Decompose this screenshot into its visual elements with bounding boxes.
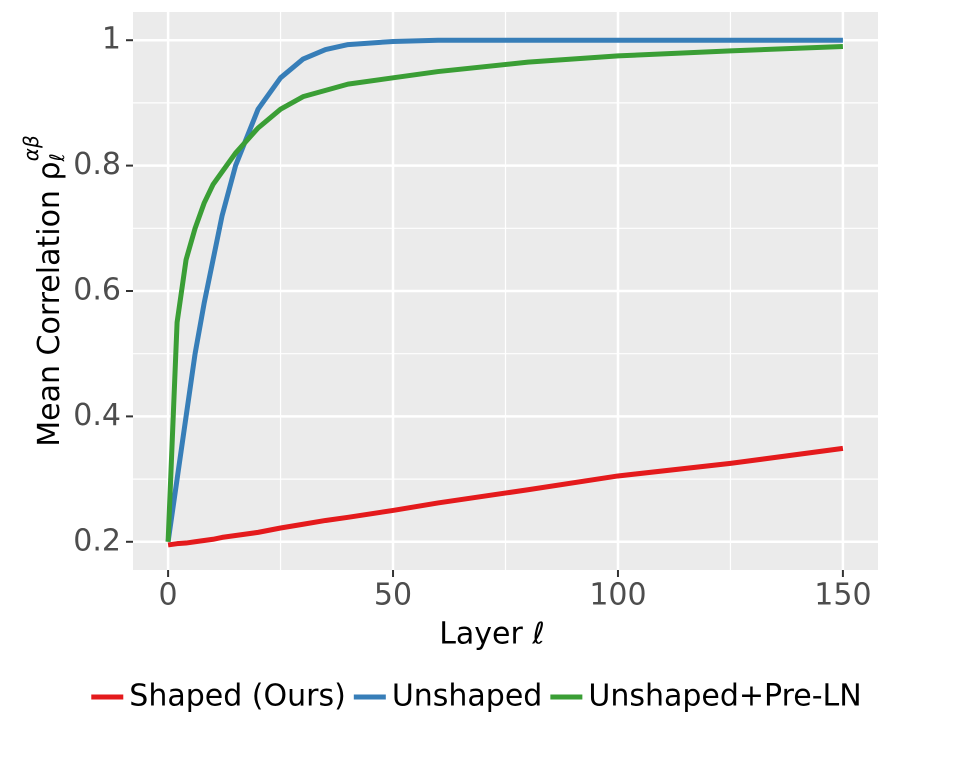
series-line [167, 445, 844, 548]
y-tick-label: 0.8 [73, 147, 121, 182]
series-line [165, 43, 844, 542]
y-tick-label: 1 [102, 22, 121, 57]
legend: Shaped (Ours) Unshaped Unshaped+Pre-LN [91, 679, 862, 714]
lines [165, 37, 844, 548]
legend-label: Shaped (Ours) [129, 679, 346, 714]
y-title-sub: ℓ [45, 153, 69, 162]
x-tick-label: 150 [814, 578, 871, 613]
legend-item: Shaped (Ours) [91, 679, 346, 714]
ticks: 0 50 100 150 0.2 0.4 0.6 0.8 1 [73, 22, 871, 613]
y-title-text: Mean Correlation ρ [32, 161, 67, 446]
x-tick-label: 50 [374, 578, 412, 613]
x-axis-title: Layer ℓ [439, 617, 545, 652]
series-line [165, 37, 843, 543]
y-title-sup: αβ [19, 135, 43, 161]
y-tick-label: 0.6 [73, 273, 121, 308]
y-tick-label: 0.2 [73, 523, 121, 558]
legend-label: Unshaped [392, 679, 543, 714]
legend-item: Unshaped+Pre-LN [550, 679, 862, 714]
x-tick-label: 100 [589, 578, 646, 613]
legend-item: Unshaped [353, 679, 543, 714]
legend-label: Unshaped+Pre-LN [588, 679, 861, 714]
y-tick-label: 0.4 [73, 398, 121, 433]
x-tick-label: 0 [159, 578, 178, 613]
y-axis-title: Mean Correlation ρℓαβ [19, 135, 69, 447]
